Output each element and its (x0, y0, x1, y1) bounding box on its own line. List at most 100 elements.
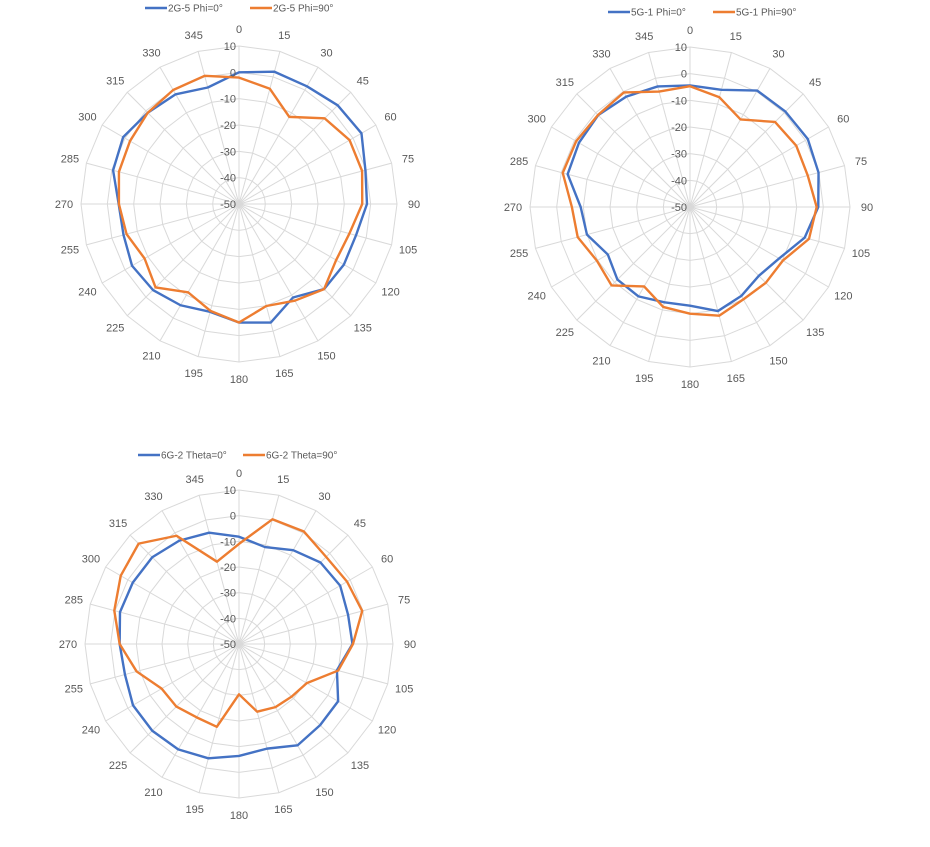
grid-spoke (238, 643, 317, 778)
grid-spoke (689, 52, 732, 208)
angle-label: 90 (408, 199, 420, 211)
grid-spoke (238, 203, 281, 357)
angle-label: 165 (275, 368, 293, 380)
grid-spoke (576, 93, 691, 208)
angle-label: 30 (318, 491, 330, 503)
grid-spoke (86, 162, 240, 205)
angle-label: 180 (681, 379, 699, 391)
r-tick-label: 10 (675, 42, 687, 54)
series-line-blue (566, 84, 820, 313)
angle-label: 345 (185, 30, 203, 42)
grid-spoke (238, 162, 392, 205)
angle-label: 150 (769, 355, 787, 367)
angle-label: 285 (510, 156, 528, 168)
angle-label: 150 (315, 787, 333, 799)
r-tick-label: -10 (220, 536, 236, 548)
angle-label: 90 (404, 639, 416, 651)
angle-label: 180 (230, 374, 248, 386)
angle-label: 315 (556, 77, 574, 89)
grid-spoke (689, 206, 732, 362)
angle-label: 75 (855, 156, 867, 168)
grid-spoke (129, 643, 240, 754)
angle-label: 0 (236, 24, 242, 36)
grid-spoke (198, 495, 240, 645)
r-tick-label: 0 (230, 511, 236, 523)
series-line-orange (117, 74, 364, 324)
angle-label: 120 (378, 725, 396, 737)
angle-label: 345 (186, 474, 204, 486)
angle-label: 30 (320, 47, 332, 59)
legend-label: 6G-2 Theta=90° (266, 451, 337, 462)
angle-label: 75 (402, 154, 414, 166)
angle-label: 330 (142, 47, 160, 59)
angle-label: 210 (144, 787, 162, 799)
legend-label: 2G-5 Phi=90° (273, 4, 333, 15)
r-tick-label: 10 (224, 41, 236, 53)
grid-spoke (159, 203, 240, 342)
r-tick-label: -20 (671, 122, 687, 134)
angle-label: 30 (772, 49, 784, 61)
angle-label: 75 (398, 595, 410, 607)
grid-spoke (129, 534, 240, 645)
grid-spoke (161, 510, 240, 645)
grid-spoke (161, 643, 240, 778)
angle-label: 225 (106, 323, 124, 335)
angle-label: 270 (59, 639, 77, 651)
angle-label: 195 (186, 804, 204, 816)
angle-label: 330 (592, 49, 610, 61)
r-tick-label: -50 (671, 202, 687, 214)
grid-spoke (535, 206, 691, 249)
radar-chart-2: -50-40-30-20-100100153045607590105120135… (504, 8, 873, 392)
grid-spoke (689, 206, 845, 249)
angle-label: 135 (354, 323, 372, 335)
grid-spoke (238, 643, 349, 754)
r-tick-label: -20 (220, 120, 236, 132)
angle-label: 255 (65, 683, 83, 695)
angle-label: 45 (809, 77, 821, 89)
grid-spoke (689, 206, 804, 321)
angle-label: 60 (384, 112, 396, 124)
angle-label: 300 (78, 112, 96, 124)
angle-label: 0 (236, 468, 242, 480)
grid-spoke (689, 165, 845, 208)
grid-spoke (238, 510, 317, 645)
grid-spoke (689, 206, 829, 288)
r-tick-label: -40 (220, 613, 236, 625)
angle-label: 300 (528, 114, 546, 126)
angle-label: 60 (381, 554, 393, 566)
grid-spoke (238, 643, 388, 685)
grid-spoke (238, 203, 352, 317)
grid-spoke (105, 566, 240, 645)
angle-label: 195 (635, 373, 653, 385)
angle-label: 165 (727, 373, 745, 385)
angle-label: 60 (837, 114, 849, 126)
angle-label: 135 (806, 327, 824, 339)
grid-spoke (609, 206, 691, 346)
r-tick-label: -10 (220, 94, 236, 106)
angle-label: 315 (109, 518, 127, 530)
angle-label: 120 (381, 287, 399, 299)
angle-label: 285 (65, 595, 83, 607)
angle-label: 120 (834, 291, 852, 303)
angle-label: 15 (278, 30, 290, 42)
angle-label: 300 (82, 554, 100, 566)
grid-spoke (689, 93, 804, 208)
angle-label: 15 (277, 474, 289, 486)
angle-label: 315 (106, 75, 124, 87)
series-line-blue (118, 531, 354, 760)
angle-label: 255 (61, 244, 79, 256)
grid-spoke (689, 206, 771, 346)
angle-label: 90 (861, 202, 873, 214)
r-tick-label: -30 (220, 146, 236, 158)
r-tick-label: -50 (220, 199, 236, 211)
angle-label: 240 (78, 287, 96, 299)
r-tick-label: -30 (220, 588, 236, 600)
grid-spoke (90, 643, 240, 685)
r-tick-label: -30 (671, 149, 687, 161)
grid-spoke (238, 203, 392, 246)
grid-spoke (238, 124, 377, 205)
grid-spoke (551, 126, 691, 208)
legend-label: 5G-1 Phi=0° (631, 8, 686, 19)
